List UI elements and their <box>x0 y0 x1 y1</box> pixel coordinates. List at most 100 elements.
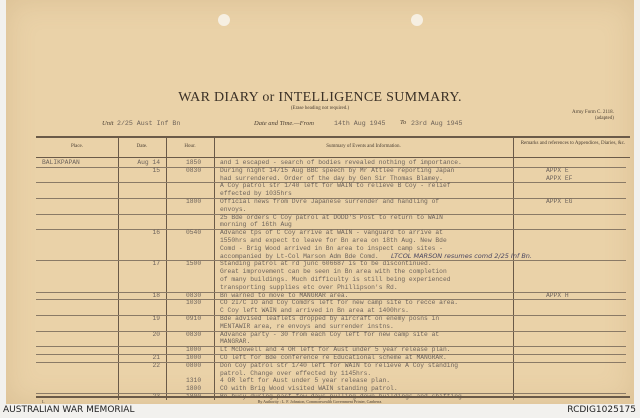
entry-rule <box>36 182 626 184</box>
diary-entry: accompanied by Lt-Col Marson Adm Bde Com… <box>6 251 634 261</box>
entry-hour: 0910 <box>186 315 202 322</box>
entry-remark: APPX H <box>546 291 569 299</box>
entry-hour: 1800 <box>186 198 202 205</box>
column-divider <box>214 137 215 400</box>
entry-date: 16 <box>152 229 160 237</box>
entry-hour: 1000 <box>186 346 202 354</box>
page-mark: L <box>42 399 45 404</box>
diary-entry: 1310 4 OR left for Aust under 5 year rele… <box>6 377 634 385</box>
diary-entry: morning of 16th Aug <box>6 221 634 229</box>
entry-text: Official news from Dvre Japanese surrend… <box>220 198 440 205</box>
entry-text: effected by 1035hrs <box>220 190 292 198</box>
entry-rule <box>36 229 626 231</box>
form-ref: Army Form C. 2118. <box>572 110 614 115</box>
entry-text: morning of 16th Aug <box>220 221 292 229</box>
entry-text: Great improvement can be seen in Bn area… <box>220 268 447 276</box>
column-divider <box>166 137 167 400</box>
entry-text: Bn warned to move to MANGRAR area. <box>220 291 349 299</box>
entry-date: 19 <box>152 315 160 322</box>
entry-rule <box>36 299 626 301</box>
entry-text: Advance tps of C Coy arrive at WAIN - va… <box>220 229 443 237</box>
entry-text: Advance party - 30 from each Coy left fo… <box>220 330 440 338</box>
entry-hour: 1850 <box>186 159 202 166</box>
archive-caption: AUSTRALIAN WAR MEMORIAL <box>3 405 135 415</box>
entry-text: and 1 escaped - search of bodies reveale… <box>220 159 462 166</box>
entry-text: Comd - Brig Wood arrived in Bn area to i… <box>220 244 443 252</box>
entry-rule <box>36 354 626 355</box>
date-to-value: 23rd Aug 1945 <box>411 120 463 127</box>
diary-entry: 1550hrs and expect to leave for Bn area … <box>6 237 634 245</box>
entry-hour: 1310 <box>186 377 202 385</box>
table-bottom-rule <box>36 396 630 398</box>
entry-rule <box>36 346 626 348</box>
entry-hour: 0830 <box>186 291 202 299</box>
entry-date: 21 <box>152 354 160 361</box>
diary-entry: 1800 Official news from Dvre Japanese sur… <box>6 198 634 206</box>
entry-date: Aug 14 <box>137 159 160 166</box>
entry-text: C Coy left WAIN and arrived in Bn area a… <box>220 307 409 315</box>
unit-label: Unit <box>102 120 114 127</box>
diary-entry: had surrendered. Order of the day by Gen… <box>6 175 634 183</box>
entry-text: CO with Brig Wood visited WAIN standing … <box>220 385 398 393</box>
entry-rule <box>36 213 626 215</box>
date-to-label: To <box>400 119 407 126</box>
entry-hour: 0540 <box>186 229 202 237</box>
entry-remark: APPX E <box>546 166 569 174</box>
entry-date: 20 <box>152 330 160 338</box>
diary-entry: 25 Bde orders C Coy patrol at DODD'S Pos… <box>6 213 634 222</box>
entry-remark: APPX EF <box>546 174 573 182</box>
entry-rule <box>36 166 626 168</box>
entry-hour: 0830 <box>186 166 202 174</box>
diary-entry: envoys. <box>6 206 634 214</box>
entry-text: transporting supplies etc over Phillipso… <box>220 283 398 291</box>
entry-text: Don Coy patrol str 1/40 left for WAIN to… <box>220 361 459 369</box>
entry-text: CO left for Bde conference re Educationa… <box>220 354 447 361</box>
document-title: WAR DIARY or INTELLIGENCE SUMMARY. <box>178 90 462 105</box>
diary-entry: MENTAWIR area, re envoys and surrender i… <box>6 323 634 331</box>
date-from-value: 14th Aug 1945 <box>334 120 386 127</box>
entry-text: had surrendered. Order of the day by Gen… <box>220 174 443 182</box>
entry-remark: APPX EG <box>546 198 573 205</box>
diary-entry: BALIKPAPAN Aug 14 1850 and 1 escaped - sear… <box>6 159 634 167</box>
entry-rule <box>36 361 626 363</box>
entry-hour: 1500 <box>186 260 202 268</box>
entry-rule <box>36 260 626 262</box>
entry-date: 17 <box>152 260 160 268</box>
diary-entry: MANGRAR. <box>6 338 634 346</box>
diary-entry: 1000 Lt McDowell and 4 OR left for Aust u… <box>6 346 634 354</box>
diary-entry: Comd - Brig Wood arrived in Bn area to i… <box>6 245 634 253</box>
entry-text: Bde advised leaflets dropped by aircraft… <box>220 315 440 322</box>
header-rule <box>36 157 630 158</box>
diary-entry: 22 0800 Don Coy patrol str 1/40 left for W… <box>6 361 634 370</box>
diary-entry: 15 0830 During night 14/15 Aug BBC speech … <box>6 166 634 175</box>
document-subtitle: (Erase heading not required.) <box>290 106 350 111</box>
entry-text: 4 OR left for Aust under 5 year release … <box>220 377 391 385</box>
entry-text: 1550hrs and expect to leave for Bn area … <box>220 237 447 244</box>
punch-hole <box>218 14 230 26</box>
col-header-hour: Hour. <box>184 144 196 149</box>
entry-rule <box>36 291 626 293</box>
form-note: (adapted) <box>595 116 614 121</box>
entry-date: 22 <box>152 361 160 369</box>
diary-entry: Great improvement can be seen in Bn area… <box>6 268 634 276</box>
entry-text: During night 14/15 Aug BBC speech by Mr … <box>220 166 455 174</box>
diary-entry: 1800 CO with Brig Wood visited WAIN stand… <box>6 385 634 393</box>
date-from-label: Date and Time.—From <box>254 120 314 127</box>
entry-rule <box>36 198 626 199</box>
column-divider <box>513 137 514 400</box>
entry-date: 15 <box>152 166 160 174</box>
printer-footer: By Authority : L. F. Johnston, Commonwea… <box>257 399 383 404</box>
diary-entry: 16 0540 Advance tps of C Coy arrive at WAI… <box>6 229 634 237</box>
diary-entry: transporting supplies etc over Phillipso… <box>6 284 634 292</box>
entry-text: 25 Bde orders C Coy patrol at DODD'S Pos… <box>220 213 443 221</box>
unit-value: 2/25 Aust Inf Bn <box>117 120 181 127</box>
entry-rule <box>36 393 626 394</box>
diary-entry: A Coy patrol str 1/40 left for WAIN to r… <box>6 182 634 190</box>
col-header-place: Place. <box>70 144 84 149</box>
entry-hour: 1000 <box>186 354 202 361</box>
entry-text: CO 2I/C IO and Coy Comdrs left for new c… <box>220 299 459 307</box>
record-id: RCDIG1025175 <box>567 405 636 415</box>
handwritten-note: LTCOL MARSON resumes comd 2/25 Inf Bn. <box>391 251 532 260</box>
diary-entry: of many buildings. Much difficulty is st… <box>6 276 634 284</box>
diary-page: WAR DIARY or INTELLIGENCE SUMMARY. (Eras… <box>6 0 634 404</box>
